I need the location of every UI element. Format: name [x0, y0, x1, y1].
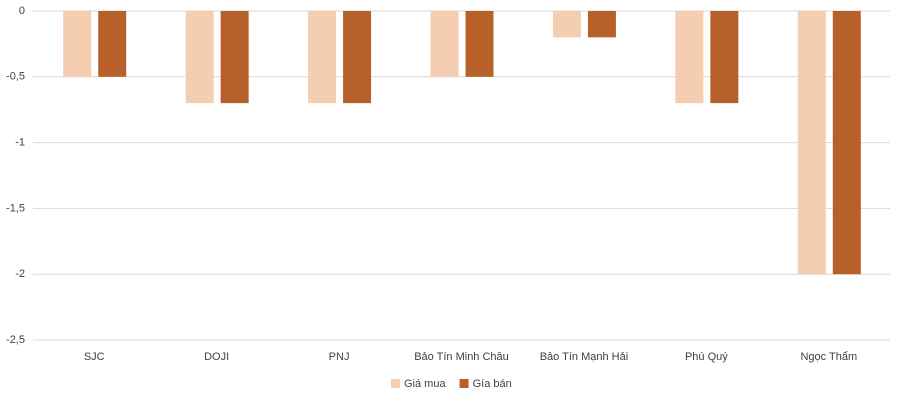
bar [465, 11, 494, 77]
y-tick-label: -2,5 [6, 334, 25, 346]
x-tick-label: SJC [84, 351, 105, 363]
y-tick-label: -1,5 [6, 202, 25, 214]
legend-label: Gía bán [473, 378, 512, 390]
y-tick-label: -2 [15, 268, 25, 280]
x-tick-label: PNJ [329, 351, 350, 363]
y-tick-label: 0 [19, 5, 25, 17]
bar [220, 11, 249, 104]
legend-swatch [391, 379, 400, 388]
x-tick-label: Bảo Tín Mạnh Hải [540, 351, 628, 363]
bar [797, 11, 826, 275]
legend-swatch [459, 379, 469, 388]
y-tick-label: -1 [15, 137, 25, 149]
bar [430, 11, 459, 77]
bar [343, 11, 372, 104]
y-tick-label: -0,5 [6, 71, 25, 83]
legend-label: Giá mua [404, 378, 446, 390]
bar [63, 11, 92, 77]
bar [587, 11, 616, 38]
x-tick-label: Ngọc Thẩm [800, 351, 857, 363]
bar [98, 11, 127, 77]
x-tick-label: DOJI [204, 351, 229, 363]
bar [832, 11, 861, 275]
x-tick-label: Phú Quý [685, 351, 728, 363]
bar [552, 11, 581, 38]
bar [308, 11, 337, 104]
bar [710, 11, 739, 104]
x-tick-label: Bảo Tín Minh Châu [414, 351, 509, 363]
bar [675, 11, 704, 104]
bar [185, 11, 214, 104]
